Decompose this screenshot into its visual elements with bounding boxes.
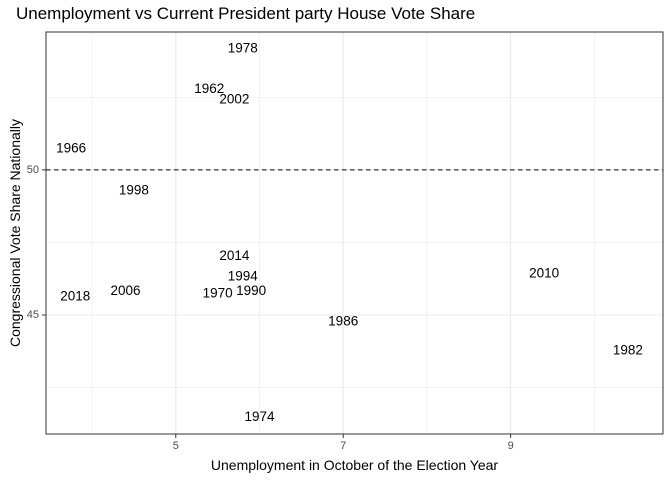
point-label-1998: 1998: [119, 183, 149, 198]
x-axis-title: Unemployment in October of the Election …: [210, 457, 499, 473]
panel-border-group: [45, 31, 664, 435]
y-tick-label: 45: [27, 309, 39, 321]
point-label-1970: 1970: [203, 286, 233, 301]
point-label-1994: 1994: [228, 268, 259, 283]
plot-panel: [46, 32, 663, 434]
point-label-1990: 1990: [236, 283, 266, 298]
x-tick-label: 9: [508, 440, 514, 452]
point-label-1978: 1978: [228, 40, 258, 55]
axis-ticks: 5 7 9 45 50: [27, 164, 514, 452]
point-label-1982: 1982: [613, 342, 643, 357]
point-label-1966: 1966: [56, 141, 86, 156]
point-label-2018: 2018: [60, 289, 90, 304]
point-label-2002: 2002: [219, 91, 249, 106]
minor-gridlines: [46, 32, 663, 434]
panel-background: [46, 32, 663, 434]
point-label-2014: 2014: [219, 248, 250, 263]
point-label-2010: 2010: [529, 265, 559, 280]
chart-title: Unemployment vs Current President party …: [16, 4, 476, 23]
x-tick-label: 7: [340, 440, 346, 452]
panel-border: [45, 31, 664, 435]
point-label-1986: 1986: [328, 313, 358, 328]
y-tick-label: 50: [27, 164, 39, 176]
point-label-2006: 2006: [111, 283, 141, 298]
x-tick-label: 5: [173, 440, 179, 452]
point-label-1974: 1974: [244, 409, 275, 424]
y-axis-title: Congressional Vote Share Nationally: [7, 118, 23, 348]
point-label-1962: 1962: [194, 81, 224, 96]
